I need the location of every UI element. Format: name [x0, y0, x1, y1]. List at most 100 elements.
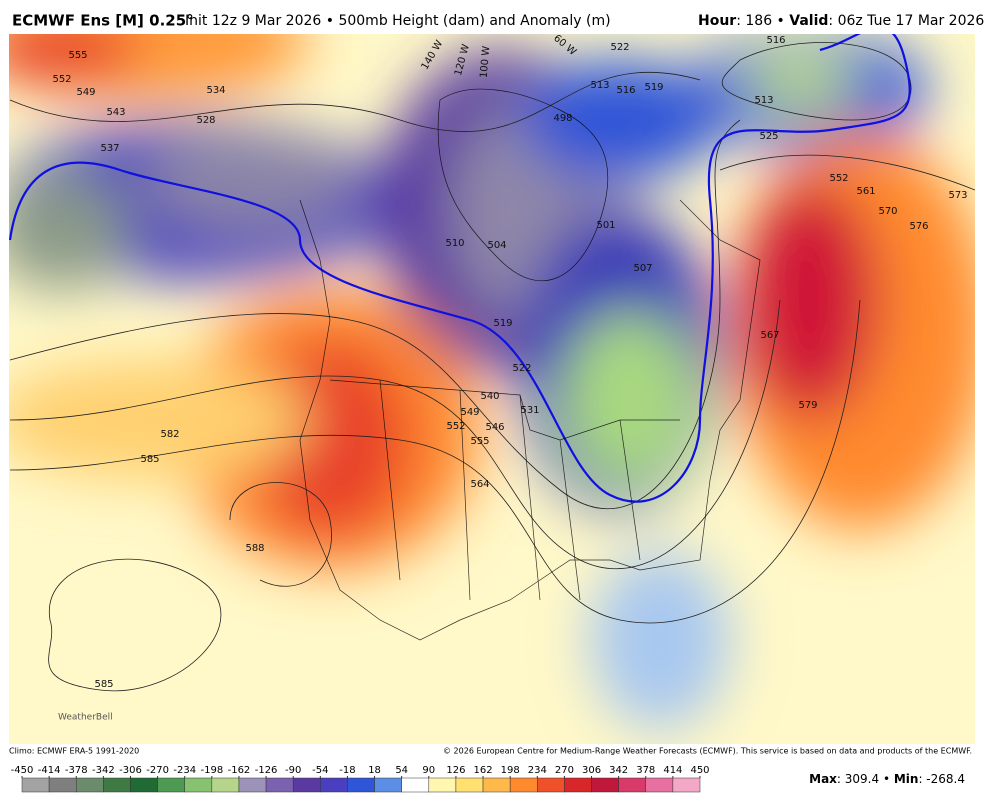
colorbar-bin: [428, 777, 457, 793]
contour-label: 552: [446, 421, 465, 432]
contour-label: 519: [493, 318, 512, 329]
colorbar-bin: [103, 777, 131, 793]
colorbar-tick-label: -270: [146, 765, 169, 776]
contour-label: 552: [829, 173, 848, 184]
min-label: Min: [894, 772, 919, 786]
colorbar-bin: [21, 777, 50, 793]
contour-label: 537: [100, 143, 119, 154]
valid-value: : 06z Tue 17 Mar 2026: [828, 13, 984, 29]
contour-label: 576: [909, 221, 928, 232]
contour-label: 528: [196, 115, 215, 126]
colorbar-tick-label: -342: [92, 765, 115, 776]
contour-label: 585: [140, 454, 159, 465]
contour-label: 543: [106, 107, 125, 118]
contour-label: 588: [245, 543, 264, 554]
contour-label: 516: [766, 35, 785, 46]
colorbar-bin: [482, 777, 511, 793]
colorbar-bin: [374, 777, 402, 793]
colorbar-tick-label: 198: [501, 765, 520, 776]
contour-label: 561: [856, 186, 875, 197]
colorbar-tick-label: 90: [422, 765, 435, 776]
colorbar-tick-label: -18: [339, 765, 355, 776]
colorbar-bin: [509, 777, 538, 793]
contour-label: 522: [610, 42, 629, 53]
contour-label: 582: [160, 429, 179, 440]
colorbar-bin: [537, 777, 565, 793]
colorbar-bin: [48, 777, 77, 793]
contour-label: 534: [206, 85, 225, 96]
title: ECMWF Ens [M] 0.25°: [12, 12, 194, 30]
colorbar-bin: [238, 777, 267, 793]
contour-label: 501: [596, 220, 615, 231]
climo: Climo: ECMWF ERA-5 1991-2020: [9, 747, 139, 756]
colorbar-tick-label: 414: [663, 765, 682, 776]
colorbar-bin: [672, 777, 701, 793]
colorbar-bin: [455, 777, 484, 793]
colorbar-tick-label: -306: [119, 765, 142, 776]
logo: WeatherBell: [58, 713, 113, 723]
contour-label: 573: [948, 190, 967, 201]
colorbar-tick-label: -126: [255, 765, 278, 776]
contour-label: 549: [76, 87, 95, 98]
colorbar-bin: [401, 777, 430, 793]
colorbar-bin: [211, 777, 240, 793]
colorbar-tick-label: 126: [446, 765, 465, 776]
contour-label: 504: [487, 240, 506, 251]
hour-label: Hour: [698, 13, 736, 29]
contour-label: 579: [798, 400, 817, 411]
contour-label: 516: [616, 85, 635, 96]
contour-label: 555: [68, 50, 87, 61]
colorbar-tick-label: -162: [228, 765, 251, 776]
contour-label: 531: [520, 405, 539, 416]
meridian-label: 100 W: [479, 45, 493, 78]
contour-label: 513: [754, 95, 773, 106]
subtitle: Init 12z 9 Mar 2026 • 500mb Height (dam)…: [185, 13, 611, 29]
contour-label: 507: [633, 263, 652, 274]
colorbar-tick-label: 18: [368, 765, 381, 776]
colorbar-tick-label: 270: [555, 765, 574, 776]
colorbar-bin: [292, 777, 321, 793]
colorbar-bin: [591, 777, 619, 793]
colorbar-tick-label: -234: [173, 765, 196, 776]
valid-label: Valid: [789, 13, 828, 29]
colorbar-tick-label: 450: [690, 765, 709, 776]
colorbar-tick-label: 54: [395, 765, 408, 776]
colorbar-tick-label: 162: [473, 765, 492, 776]
copyright: © 2026 European Centre for Medium-Range …: [443, 747, 972, 756]
colorbar-tick-label: 306: [582, 765, 601, 776]
colorbar-tick-label: -54: [312, 765, 328, 776]
contour-label: 552: [52, 74, 71, 85]
colorbar-bin: [645, 777, 674, 793]
colorbar-tick-label: 234: [528, 765, 547, 776]
hour-run: Hour: 186 • Valid: 06z Tue 17 Mar 2026: [698, 13, 984, 29]
max-min: Max: 309.4 • Min: -268.4: [809, 772, 965, 786]
contour-label: 510: [445, 238, 464, 249]
contour-label: 567: [760, 330, 779, 341]
contour-label: 525: [759, 131, 778, 142]
colorbar-tick-label: -378: [65, 765, 88, 776]
max-value: : 309.4 •: [837, 772, 894, 786]
colorbar-tick-label: 342: [609, 765, 628, 776]
colorbar-bin: [184, 777, 213, 793]
contour-label: 546: [485, 422, 504, 433]
contour-label: 498: [553, 113, 572, 124]
colorbar-tick-label: -450: [11, 765, 34, 776]
hour-value: : 186 •: [736, 13, 789, 29]
colorbar-bin: [75, 777, 104, 793]
colorbar-bin: [564, 777, 592, 793]
colorbar-bin: [320, 777, 348, 793]
contour-label: 519: [644, 82, 663, 93]
max-label: Max: [809, 772, 837, 786]
contour-label: 549: [460, 407, 479, 418]
colorbar-tick-label: -198: [200, 765, 223, 776]
contour-label: 555: [470, 436, 489, 447]
colorbar-bin: [157, 777, 185, 793]
contour-label: 522: [512, 363, 531, 374]
colorbar-tick-label: 378: [636, 765, 655, 776]
contour-label: 585: [94, 679, 113, 690]
colorbar-bin: [618, 777, 647, 793]
colorbar-tick-label: -414: [38, 765, 61, 776]
colorbar-bin: [347, 777, 375, 793]
contour-label: 570: [878, 206, 897, 217]
